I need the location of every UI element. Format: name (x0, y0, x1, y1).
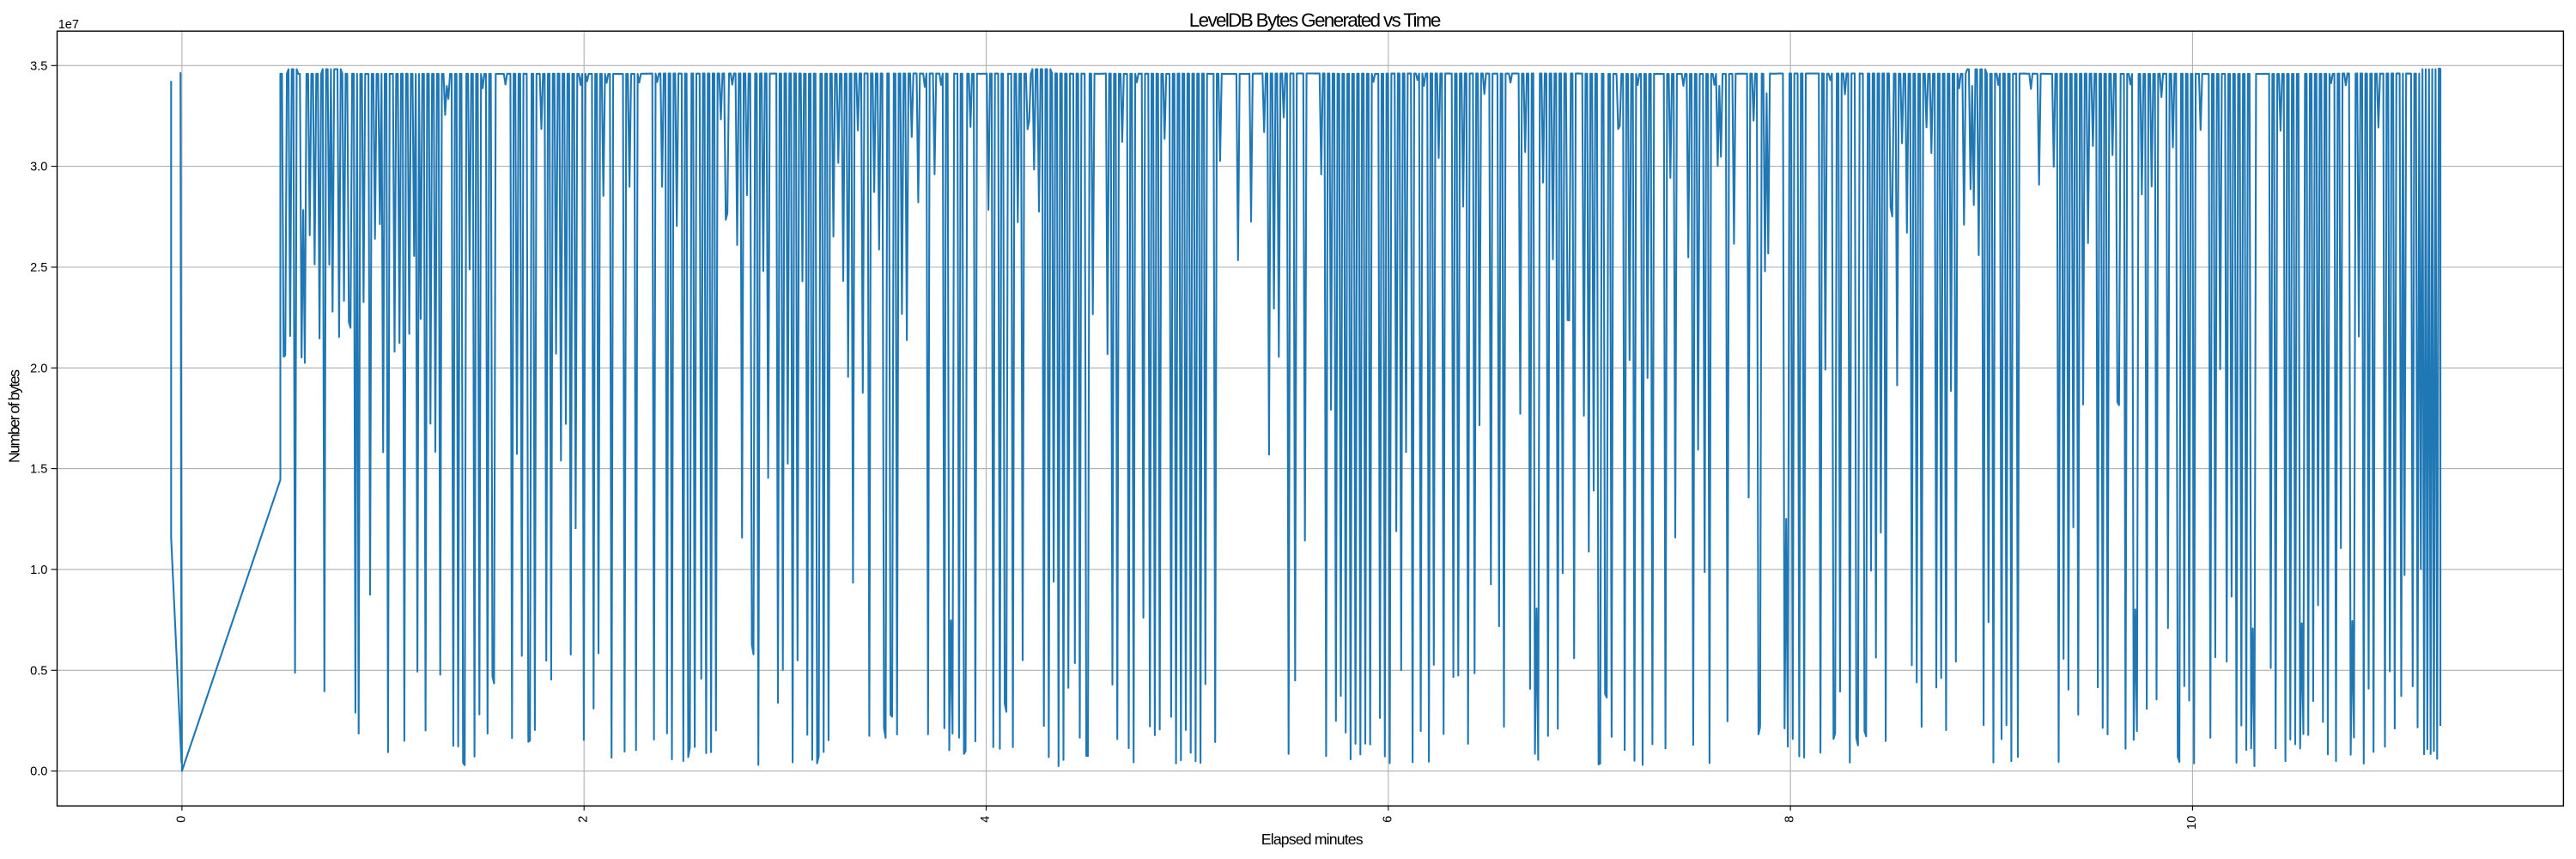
svg-text:2.5: 2.5 (30, 261, 47, 275)
svg-text:3.0: 3.0 (30, 161, 47, 174)
svg-text:0: 0 (174, 816, 188, 823)
svg-text:2: 2 (577, 816, 591, 823)
svg-text:Number of bytes: Number of bytes (6, 369, 23, 463)
svg-text:6: 6 (1381, 816, 1394, 823)
svg-text:LevelDB Bytes Generated vs Tim: LevelDB Bytes Generated vs Time (1189, 9, 1442, 31)
svg-text:3.5: 3.5 (30, 59, 47, 73)
svg-text:10: 10 (2185, 816, 2199, 830)
svg-text:2.0: 2.0 (30, 362, 47, 375)
svg-text:Elapsed minutes: Elapsed minutes (1261, 831, 1364, 848)
svg-text:1.5: 1.5 (30, 463, 47, 477)
svg-text:1.0: 1.0 (30, 564, 47, 577)
svg-text:0.0: 0.0 (30, 765, 47, 779)
svg-text:1e7: 1e7 (58, 18, 79, 32)
svg-text:0.5: 0.5 (30, 664, 47, 678)
svg-text:8: 8 (1783, 816, 1797, 823)
svg-text:4: 4 (979, 816, 993, 823)
